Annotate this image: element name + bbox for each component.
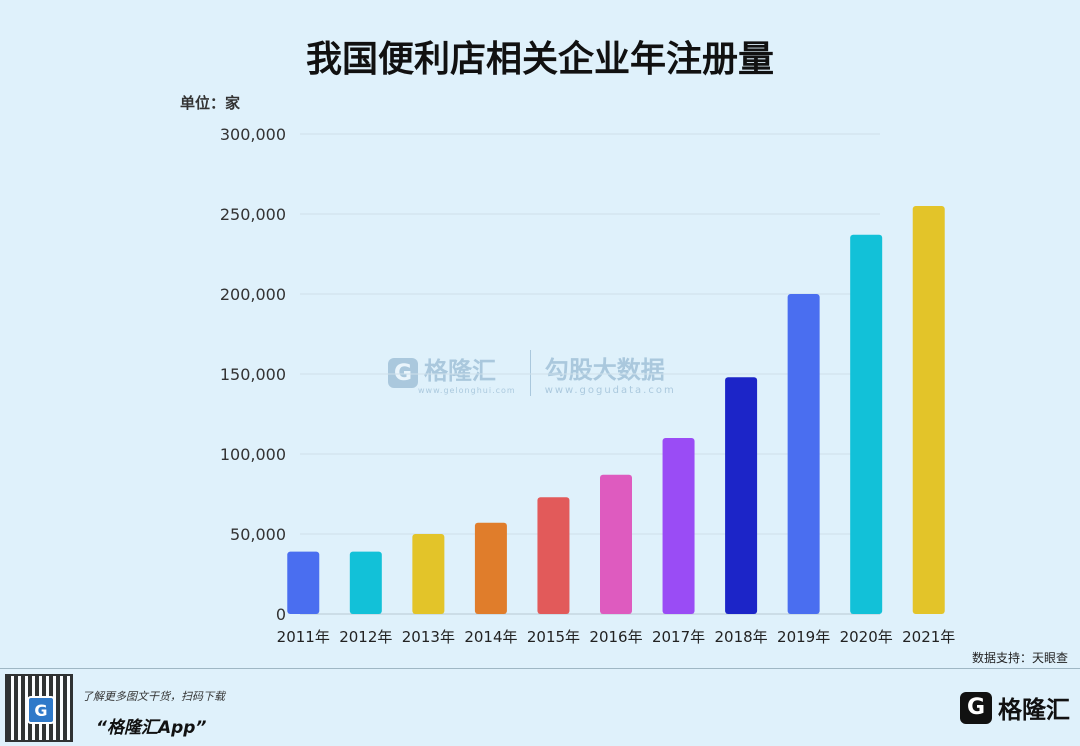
bar-2012年 <box>349 551 382 614</box>
bar-2011年 <box>287 551 320 614</box>
x-tick-label: 2018年 <box>714 628 767 646</box>
unit-label: 单位：家 <box>180 94 241 112</box>
watermark-separator <box>529 350 531 396</box>
x-tick-label: 2019年 <box>777 628 830 646</box>
x-tick-label: 2014年 <box>464 628 517 646</box>
x-tick-label: 2021年 <box>902 628 955 646</box>
y-tick-label: 250,000 <box>220 205 286 224</box>
watermark: G 格隆汇 www.gelonghui.com 勾股大数据 www.goguda… <box>388 350 676 396</box>
bar-2014年 <box>474 522 507 614</box>
x-tick-label: 2015年 <box>527 628 580 646</box>
bar-2015年 <box>537 497 570 614</box>
footer-logo-icon: G <box>960 691 992 724</box>
y-tick-label: 100,000 <box>220 445 286 464</box>
footer-logo: G 格隆汇 <box>960 690 1070 725</box>
x-tick-label: 2020年 <box>840 628 893 646</box>
watermark-logo-icon: G <box>388 358 418 388</box>
y-tick-label: 300,000 <box>220 125 286 144</box>
bar-2020年 <box>850 234 883 615</box>
bar-2016年 <box>600 474 632 614</box>
bar-2013年 <box>412 534 445 614</box>
bar-2021年 <box>912 206 945 614</box>
y-tick-label: 0 <box>276 605 286 624</box>
y-tick-label: 200,000 <box>220 285 286 304</box>
bar-2019年 <box>787 294 820 614</box>
x-tick-label: 2017年 <box>652 628 705 646</box>
promo-app-name: “格隆汇App” <box>96 718 207 738</box>
x-tick-label: 2011年 <box>277 628 330 646</box>
watermark-brand: 格隆汇 <box>424 357 496 385</box>
x-tick-label: 2016年 <box>589 628 642 646</box>
watermark-brand-url: www.gelonghui.com <box>418 386 516 395</box>
watermark-brand2: 勾股大数据 <box>544 356 665 384</box>
source-note: 数据支持：天眼查 <box>971 651 1068 665</box>
footer-logo-name: 格隆汇 <box>998 696 1070 724</box>
promo-text: 了解更多图文干货，扫码下载 <box>82 690 225 703</box>
y-tick-label: 50,000 <box>230 525 286 544</box>
bar-2017年 <box>662 438 695 614</box>
y-tick-label: 150,000 <box>220 365 286 384</box>
chart-title: 我国便利店相关企业年注册量 <box>305 39 774 80</box>
watermark-brand2-url: www.gogudata.com <box>544 385 676 396</box>
footer-divider <box>0 668 1080 669</box>
x-tick-label: 2013年 <box>402 628 455 646</box>
qr-logo-icon: G <box>27 696 55 724</box>
x-tick-label: 2012年 <box>339 628 392 646</box>
bar-chart: 0 50,000 100,000 150,000 200,000 250,000 300,0… <box>220 125 955 646</box>
bar-2018年 <box>725 377 758 614</box>
